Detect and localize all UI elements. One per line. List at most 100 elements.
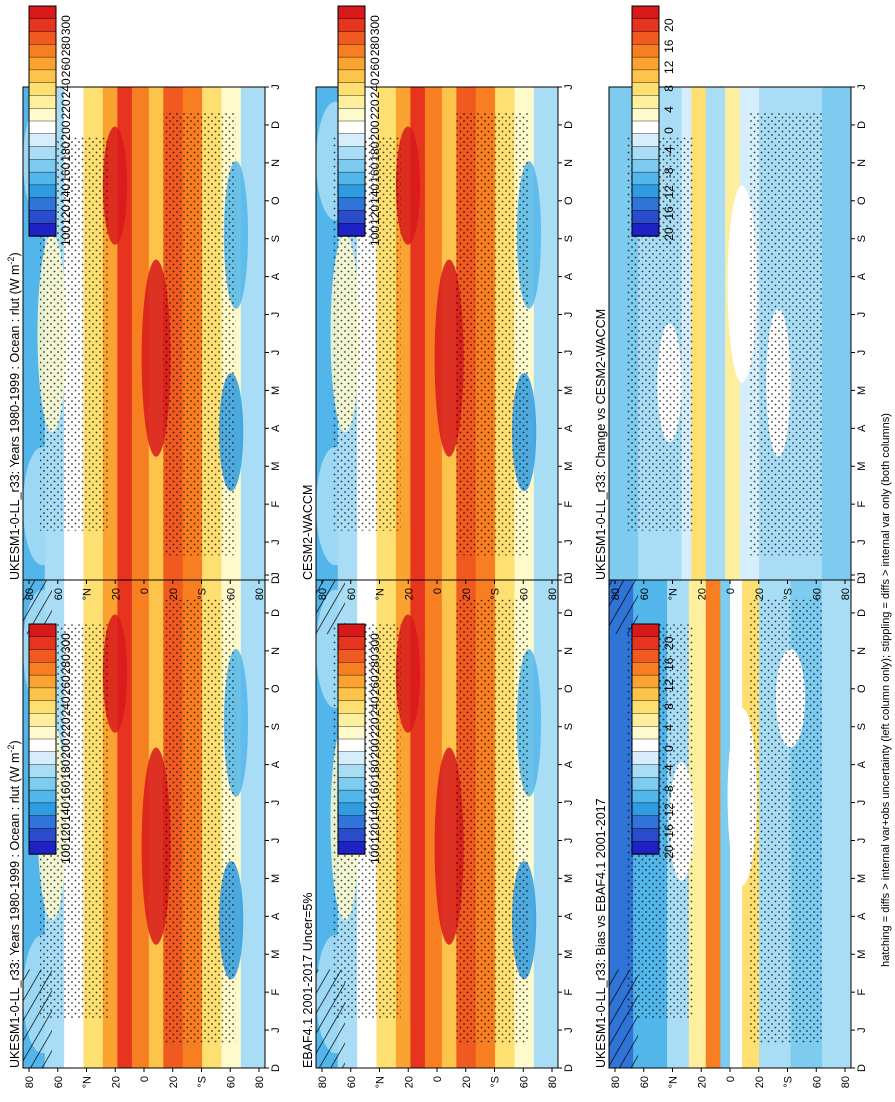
heat-band — [533, 575, 558, 1068]
colorbar-swatch — [337, 726, 366, 740]
colorbar-label: 260 — [59, 675, 73, 695]
colorbar-label: 120 — [368, 823, 382, 843]
month-tick-label: A — [270, 424, 282, 432]
colorbar-swatch — [337, 687, 366, 702]
lat-tick-label: 0 — [725, 1076, 737, 1082]
colorbar-label: -16 — [662, 824, 676, 842]
panel-right-top: 80 60 °N 20 0 20 °S 60 80DJFMAMJJASONDJUKESM1-0-… — [6, 84, 282, 600]
lat-tick-label: °N — [375, 1076, 387, 1088]
colorbar-label: -8 — [662, 785, 676, 796]
month-tick-label: J — [270, 572, 282, 578]
month-tick-label: J — [563, 1027, 575, 1033]
lat-tick-label: 60 — [518, 588, 530, 600]
colorbar-label: 120 — [59, 205, 73, 225]
month-tick-label: S — [270, 235, 282, 242]
lat-tick-label: °S — [783, 588, 795, 600]
month-tick-label: J — [270, 312, 282, 318]
colorbar-swatch — [337, 649, 366, 664]
colorbar-swatch — [28, 777, 57, 791]
colorbar-swatch — [337, 636, 366, 651]
colorbar-swatch — [28, 687, 57, 702]
colorbar-swatch — [631, 815, 660, 830]
month-tick-label: D — [563, 121, 575, 129]
month-tick-label: N — [270, 647, 282, 655]
month-tick-label: M — [270, 874, 282, 883]
month-tick-label: D — [856, 576, 868, 584]
stippling — [163, 599, 236, 1044]
lat-tick-label: 20 — [403, 1076, 415, 1088]
colorbar-label: 100 — [368, 226, 382, 246]
colorbar-label: 240 — [368, 696, 382, 716]
lat-tick-label: °N — [82, 588, 94, 600]
month-tick-label: J — [856, 1027, 868, 1033]
colorbar-swatch — [28, 159, 57, 173]
colorbar-swatch — [337, 197, 366, 212]
month-tick-label: A — [563, 912, 575, 920]
colorbar-label: 200 — [368, 738, 382, 758]
colorbar-label: 12 — [662, 60, 676, 74]
colorbar-label: 220 — [368, 717, 382, 737]
colorbar-label: 160 — [59, 780, 73, 800]
colorbar-swatch — [337, 623, 366, 638]
month-tick-label: M — [270, 950, 282, 959]
month-tick-label: D — [856, 121, 868, 129]
lat-tick-label: °N — [375, 588, 387, 600]
colorbar-swatch — [631, 687, 660, 702]
month-tick-label: D — [270, 576, 282, 584]
month-tick-label: J — [563, 84, 575, 90]
heat-feature — [102, 614, 128, 733]
colorbar-swatch — [631, 31, 660, 46]
month-tick-label: F — [270, 989, 282, 996]
stippling — [749, 599, 822, 1044]
colorbar-swatch — [28, 146, 57, 161]
colorbar-label: -4 — [662, 764, 676, 775]
lat-tick-label: 60 — [346, 588, 358, 600]
colorbar-swatch — [631, 674, 660, 689]
colorbar-swatch — [631, 184, 660, 199]
colorbar-swatch — [631, 636, 660, 651]
colorbar-label: 300 — [59, 15, 73, 35]
lat-tick-label: 60 — [225, 1076, 237, 1088]
month-tick-label: D — [563, 609, 575, 617]
lat-tick-label: 80 — [24, 1076, 36, 1088]
month-tick-label: A — [270, 760, 282, 768]
lat-tick-label: 20 — [696, 1076, 708, 1088]
colorbar-label: 0 — [662, 745, 676, 752]
colorbar-difference: 20 16 12 8 4 0 -4 -8 -12 -16 -20 — [631, 5, 676, 245]
month-tick-label: N — [856, 647, 868, 655]
month-tick-label: J — [563, 539, 575, 545]
colorbar-swatch — [631, 5, 660, 20]
colorbar-label: -20 — [662, 845, 676, 863]
heat-band — [821, 87, 851, 580]
colorbar-label: 8 — [662, 703, 676, 710]
colorbar-label: 8 — [662, 85, 676, 92]
lat-tick-label: 80 — [254, 1076, 266, 1088]
colorbar-label: 260 — [368, 57, 382, 77]
panel-title: UKESM1-0-LL_r33: Change vs CESM2-WACCM — [594, 309, 608, 580]
panel-title: UKESM1-0-LL_r33: Years 1980-1999 : Ocean… — [6, 252, 22, 580]
month-tick-label: N — [563, 159, 575, 167]
colorbar-swatch — [337, 159, 366, 173]
colorbar-swatch — [337, 713, 366, 727]
lat-tick-label: 60 — [639, 588, 651, 600]
panel-right-bottom: 80 60 °N 20 0 20 °S 60 80DJFMAMJJASONDJUKESM1-0-… — [594, 84, 868, 600]
month-tick-label: M — [270, 462, 282, 471]
hatching — [23, 969, 53, 1068]
colorbar-swatch — [631, 623, 660, 638]
colorbar-swatch — [337, 210, 366, 224]
colorbar-swatch — [28, 108, 57, 122]
colorbar-swatch — [631, 802, 660, 817]
lat-tick-label: °S — [783, 1076, 795, 1088]
colorbar-label: 180 — [59, 759, 73, 779]
month-tick-label: D — [270, 1064, 282, 1072]
colorbar-swatch — [337, 69, 366, 84]
stippling — [163, 111, 236, 556]
heat-band — [131, 87, 150, 580]
colorbar-swatch — [28, 674, 57, 689]
lat-tick-label: °S — [490, 588, 502, 600]
heat-band — [424, 87, 443, 580]
lat-tick-label: 60 — [639, 1076, 651, 1088]
month-tick-label: M — [856, 462, 868, 471]
